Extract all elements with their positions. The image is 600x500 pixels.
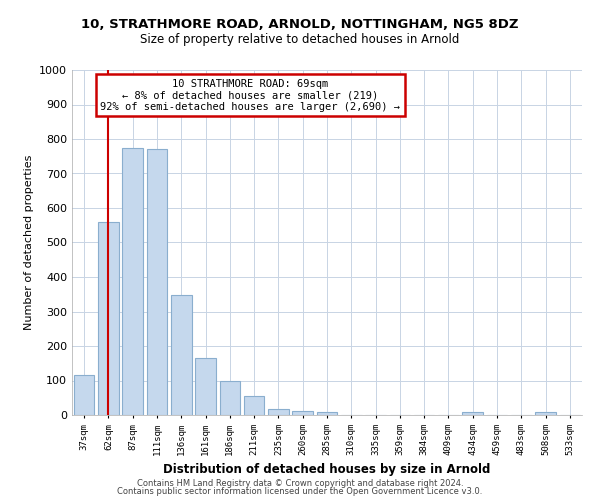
Y-axis label: Number of detached properties: Number of detached properties (23, 155, 34, 330)
Bar (268, 409, 289, 415)
Text: Size of property relative to detached houses in Arnold: Size of property relative to detached ho… (140, 32, 460, 46)
Text: 10 STRATHMORE ROAD: 69sqm
← 8% of detached houses are smaller (219)
92% of semi-: 10 STRATHMORE ROAD: 69sqm ← 8% of detach… (101, 78, 401, 112)
Bar (98, 222, 119, 415)
Bar (146, 150, 167, 415)
Bar (220, 381, 240, 415)
Text: 10, STRATHMORE ROAD, ARNOLD, NOTTINGHAM, NG5 8DZ: 10, STRATHMORE ROAD, ARNOLD, NOTTINGHAM,… (81, 18, 519, 30)
Bar (292, 411, 313, 415)
Bar (535, 412, 556, 415)
Bar (317, 412, 337, 415)
Text: Contains HM Land Registry data © Crown copyright and database right 2024.: Contains HM Land Registry data © Crown c… (137, 478, 463, 488)
X-axis label: Distribution of detached houses by size in Arnold: Distribution of detached houses by size … (163, 463, 491, 476)
Bar (195, 358, 216, 415)
Bar (463, 412, 483, 415)
Bar (74, 376, 94, 415)
Bar (244, 396, 265, 415)
Bar (122, 148, 143, 415)
Bar (171, 295, 191, 415)
Text: Contains public sector information licensed under the Open Government Licence v3: Contains public sector information licen… (118, 487, 482, 496)
